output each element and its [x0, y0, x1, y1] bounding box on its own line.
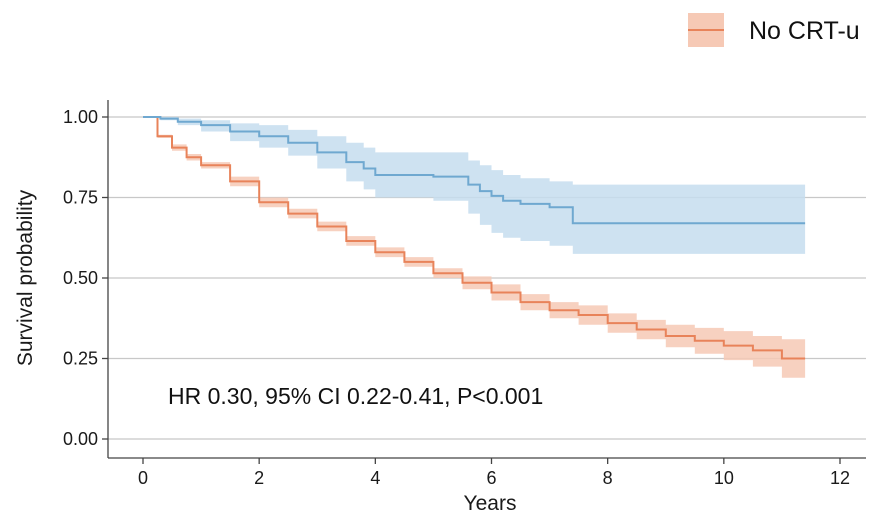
x-tick-labels: 0 2 4 6 8 10 12 — [138, 458, 850, 488]
x-tick-label: 0 — [138, 468, 148, 488]
legend: No CRT-u — [688, 13, 860, 47]
confidence-bands — [143, 117, 806, 378]
y-tick-labels: 0.00 0.25 0.50 0.75 1.00 — [63, 107, 108, 449]
axes — [107, 100, 866, 459]
legend-label: No CRT-u — [749, 17, 860, 45]
survival-curve-1 — [143, 116, 806, 225]
y-tick-label: 0.75 — [63, 188, 98, 208]
x-tick-label: 8 — [603, 468, 613, 488]
y-tick-label: 0.25 — [63, 349, 98, 369]
survival-curves — [143, 116, 806, 360]
survival-curve-0 — [143, 116, 806, 360]
y-axis-title: Survival probability — [14, 189, 37, 366]
x-tick-label: 6 — [486, 468, 496, 488]
x-tick-label: 4 — [370, 468, 380, 488]
confidence-band-0 — [143, 117, 806, 378]
x-tick-label: 10 — [714, 468, 734, 488]
x-axis-title: Years — [464, 492, 517, 515]
x-tick-label: 2 — [254, 468, 264, 488]
y-tick-label: 0.00 — [63, 429, 98, 449]
x-tick-label: 12 — [830, 468, 850, 488]
y-tick-label: 1.00 — [63, 107, 98, 127]
hr-annotation: HR 0.30, 95% CI 0.22-0.41, P<0.001 — [168, 383, 543, 409]
y-tick-label: 0.50 — [63, 268, 98, 288]
